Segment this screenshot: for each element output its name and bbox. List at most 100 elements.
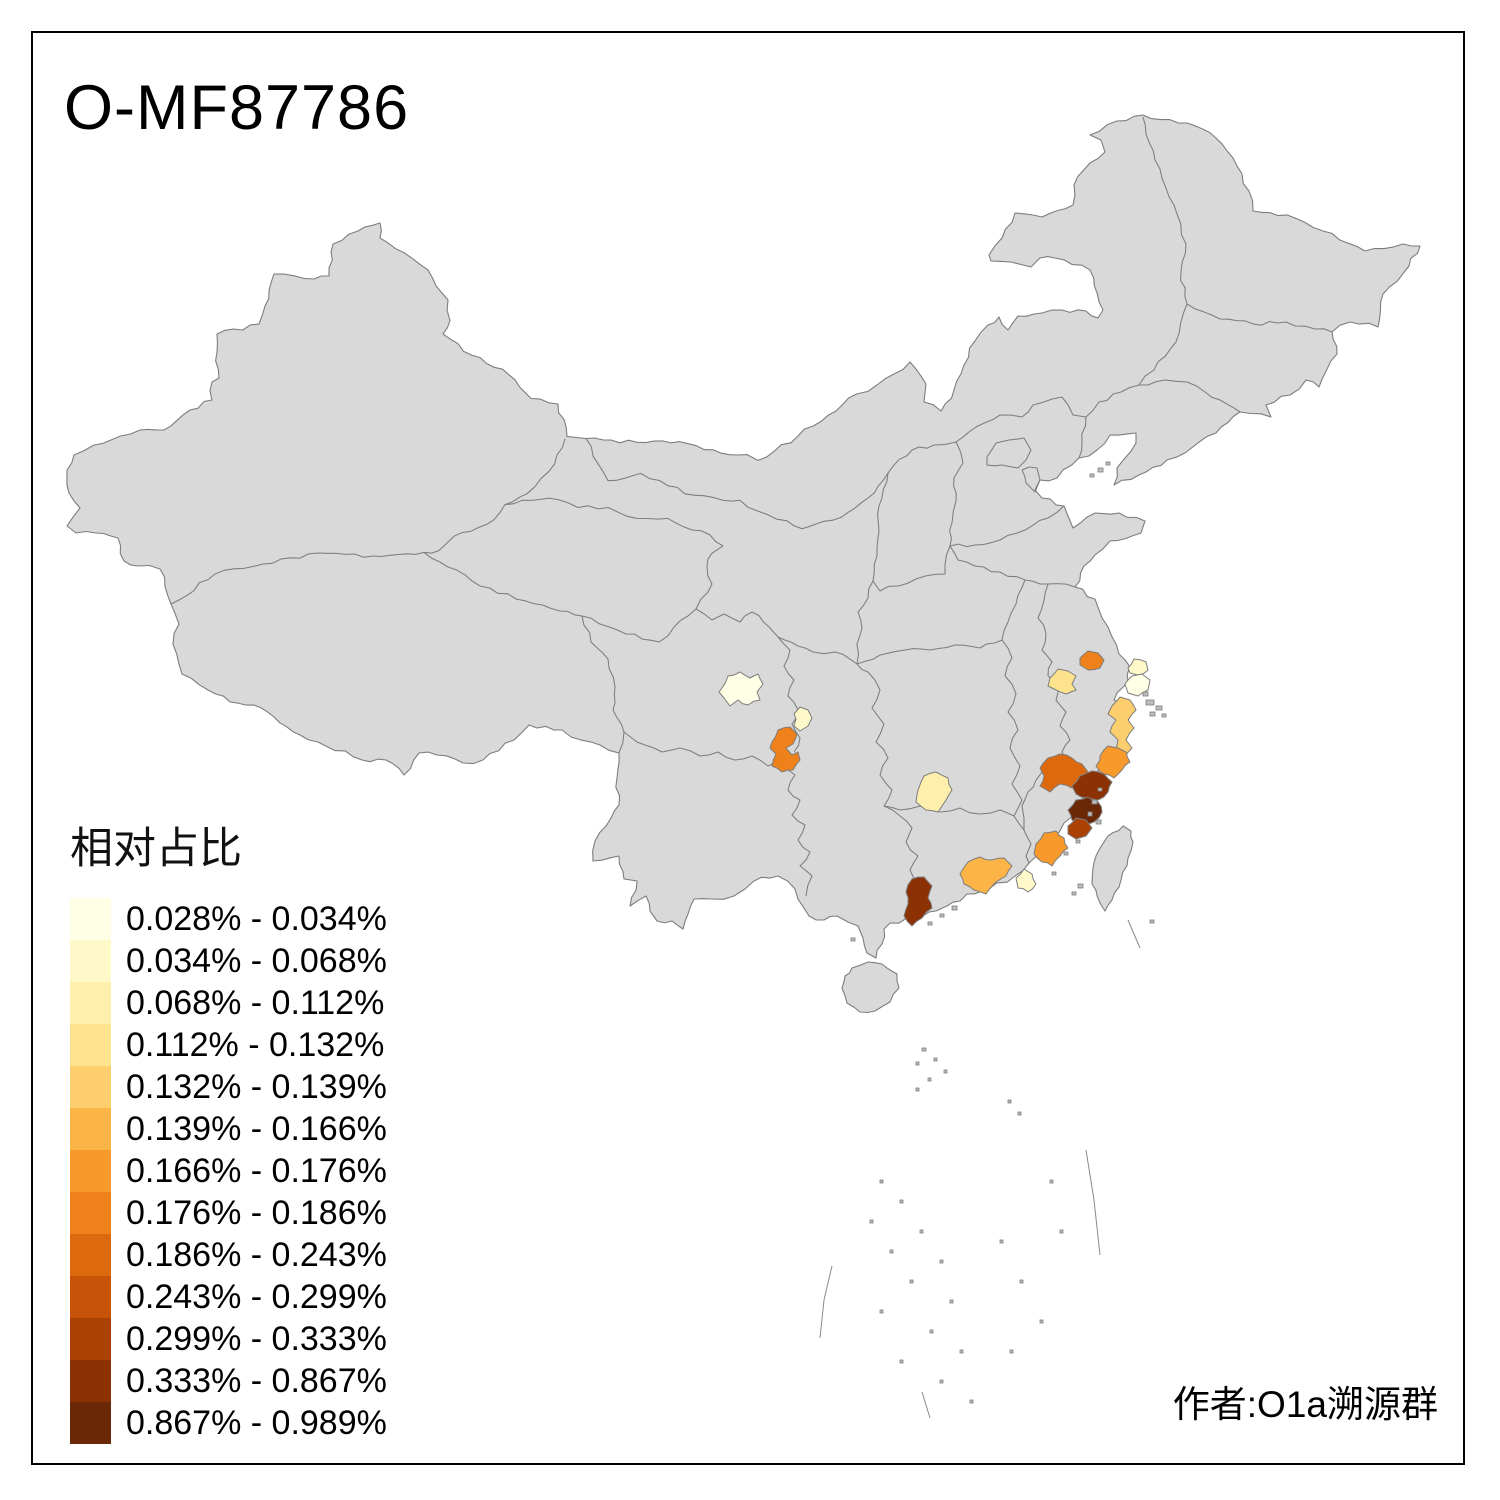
legend-title: 相对占比 [70, 825, 242, 873]
island-speck [915, 1061, 920, 1066]
island-speck [1009, 1349, 1014, 1354]
island-speck [879, 1179, 884, 1184]
legend-range-label: 0.139% - 0.166% [126, 1109, 387, 1148]
region-huzhou [1047, 668, 1077, 695]
legend-swatch [70, 1402, 111, 1444]
province-boundary-2 [423, 551, 625, 754]
region-meizhou [959, 856, 1013, 895]
province-boundary-1 [170, 438, 566, 605]
island-speck [879, 1309, 884, 1314]
legend-range-label: 0.299% - 0.333% [126, 1319, 387, 1358]
province-boundary-11 [1021, 466, 1041, 493]
sea-boundary-dash-4 [1127, 919, 1141, 949]
page-title: O-MF87786 [64, 73, 410, 143]
island-speck [933, 1057, 938, 1062]
province-boundary-19 [1037, 583, 1053, 677]
province-boundary-27 [883, 805, 1015, 817]
legend: 相对占比 0.028% - 0.034% 0.034% - 0.068% 0.068… [70, 814, 387, 1444]
legend-row-1: 0.028% - 0.034% [70, 898, 387, 940]
legend-range-label: 0.333% - 0.867% [126, 1361, 387, 1400]
legend-swatch [70, 1192, 111, 1234]
legend-swatch [70, 1234, 111, 1276]
province-boundary-8 [1139, 379, 1241, 413]
legend-range-label: 0.034% - 0.068% [126, 941, 387, 980]
island-speck [959, 1349, 964, 1354]
region-chengdu [718, 671, 764, 707]
legend-range-label: 0.867% - 0.989% [126, 1403, 387, 1442]
island-speck [927, 921, 933, 926]
island-speck [1049, 1179, 1054, 1184]
region-luzhou [769, 726, 801, 773]
province-boundary-7 [1186, 303, 1333, 333]
province-boundary-25 [867, 671, 893, 807]
island-speck [927, 1077, 932, 1082]
island-speck [1097, 467, 1104, 473]
island-speck [1051, 871, 1057, 876]
region-chaoshan [1015, 868, 1037, 893]
province-boundary-12 [872, 441, 964, 592]
island-speck [869, 1219, 874, 1224]
island-speck [909, 1279, 914, 1284]
island-speck [1149, 711, 1156, 717]
province-boundary-26 [1001, 639, 1025, 831]
island-speck [1149, 919, 1155, 924]
island-speck [915, 1087, 920, 1092]
legend-range-label: 0.112% - 0.132% [126, 1025, 385, 1064]
island-speck [889, 1249, 894, 1254]
island-speck [951, 905, 958, 911]
island-speck [1039, 1319, 1044, 1324]
island-speck [939, 1259, 944, 1264]
island-speck [1087, 811, 1093, 817]
province-boundary-6 [1142, 116, 1188, 305]
legend-row-8: 0.176% - 0.186% [70, 1192, 387, 1234]
province-boundary-18 [1001, 579, 1026, 641]
province-boundary-4 [581, 608, 697, 643]
island-speck [921, 1047, 927, 1052]
legend-row-4: 0.112% - 0.132% [70, 1024, 387, 1066]
legend-swatch [70, 1024, 111, 1066]
island-speck [939, 913, 945, 918]
province-boundary-29 [1023, 829, 1032, 864]
island-speck [899, 1199, 904, 1204]
island-speck [1145, 699, 1155, 706]
region-ningbo-taizhou [1107, 696, 1137, 759]
legend-range-label: 0.186% - 0.243% [126, 1235, 387, 1274]
legend-range-label: 0.166% - 0.176% [126, 1151, 387, 1190]
legend-swatch [70, 898, 111, 940]
island-speck [1155, 705, 1163, 711]
island-speck [943, 1069, 948, 1074]
legend-rows: 0.028% - 0.034% 0.034% - 0.068% 0.068% - 0… [70, 898, 387, 1444]
legend-row-6: 0.139% - 0.166% [70, 1108, 387, 1150]
region-south-jiangsu [1079, 650, 1105, 671]
province-boundary-10 [986, 437, 1032, 469]
legend-row-2: 0.034% - 0.068% [70, 940, 387, 982]
province-boundary-17 [856, 639, 1003, 665]
island-speck [999, 1239, 1004, 1244]
island-speck [1077, 883, 1084, 889]
taiwan-island-shape [1091, 825, 1134, 912]
legend-swatch [70, 1276, 111, 1318]
legend-row-9: 0.186% - 0.243% [70, 1234, 387, 1276]
island-speck [1075, 839, 1081, 844]
legend-row-12: 0.333% - 0.867% [70, 1360, 387, 1402]
island-speck [1105, 461, 1111, 466]
region-central-hunan [915, 771, 953, 813]
province-boundary-15 [856, 580, 874, 665]
island-speck [1063, 851, 1069, 856]
island-speck [1059, 1229, 1064, 1234]
sea-boundary-dash-2 [819, 1265, 833, 1339]
island-speck [1142, 691, 1149, 697]
island-speck [1089, 473, 1095, 478]
island-speck [1095, 819, 1102, 825]
legend-swatch [70, 982, 111, 1024]
island-speck [939, 1379, 944, 1384]
legend-swatch [70, 1360, 111, 1402]
island-speck [1097, 787, 1103, 792]
island-speck [919, 1229, 924, 1234]
island-speck [1017, 1111, 1022, 1116]
legend-row-13: 0.867% - 0.989% [70, 1402, 387, 1444]
legend-range-label: 0.028% - 0.034% [126, 899, 387, 938]
province-boundary-14 [949, 545, 1076, 588]
island-speck [850, 937, 856, 942]
